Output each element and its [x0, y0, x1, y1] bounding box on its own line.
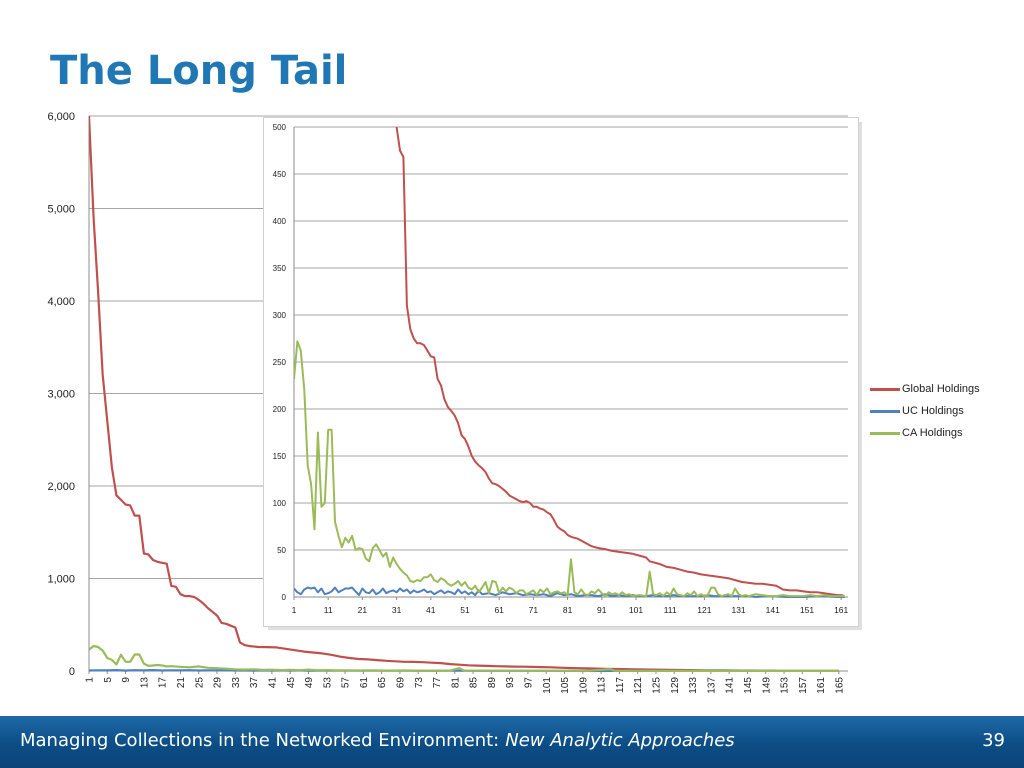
x-tick-label: 125: [652, 677, 663, 694]
inset-chart-panel: 0 50 100 150 200 250 300 350 400 450 500 1 11 21 31 41 5…: [263, 117, 859, 627]
x-tick-label: 9: [121, 677, 132, 683]
y-tick-label: 300: [273, 311, 287, 320]
legend-label-uc: UC Holdings: [902, 405, 964, 417]
y-tick-label: 0: [69, 666, 75, 678]
y-tick-label: 250: [273, 358, 287, 367]
y-tick-label: 4,000: [47, 296, 75, 308]
x-tick-label: 101: [629, 605, 643, 615]
y-tick-label: 150: [273, 452, 287, 461]
x-tick-label: 105: [560, 677, 571, 694]
x-tick-label: 137: [706, 677, 717, 694]
x-tick-label: 31: [392, 605, 402, 615]
y-tick-label: 5,000: [47, 203, 75, 215]
x-tick-label: 13: [139, 677, 150, 689]
x-tick-label: 21: [176, 677, 187, 689]
x-tick-label: 65: [377, 677, 388, 689]
footer-bar: Managing Collections in the Networked En…: [0, 716, 1024, 768]
y-tick-label: 3,000: [47, 388, 75, 400]
x-tick-label: 1: [292, 605, 297, 615]
legend-swatch-ca: [870, 431, 900, 435]
page-number: 39: [982, 730, 1005, 751]
x-tick-label: 151: [800, 605, 814, 615]
y-tick-label: 100: [273, 499, 287, 508]
legend-swatch-uc: [870, 409, 900, 413]
y-tick-label: 1,000: [47, 573, 75, 585]
legend-item-uc: UC Holdings: [870, 400, 980, 422]
x-tick-label: 85: [469, 677, 480, 689]
legend-item-global: Global Holdings: [870, 378, 980, 400]
x-tick-label: 101: [542, 677, 553, 694]
x-tick-label: 141: [766, 605, 780, 615]
y-tick-label: 350: [273, 264, 287, 273]
legend-item-ca: CA Holdings: [870, 422, 980, 444]
y-tick-label: 200: [273, 405, 287, 414]
x-tick-label: 71: [529, 605, 539, 615]
x-tick-label: 149: [761, 677, 772, 694]
x-tick-label: 11: [324, 605, 333, 615]
x-tick-label: 21: [358, 605, 368, 615]
x-tick-label: 131: [731, 605, 745, 615]
x-tick-label: 1: [85, 677, 96, 683]
x-tick-label: 161: [834, 605, 848, 615]
footer-title: Managing Collections in the Networked En…: [20, 730, 500, 751]
x-tick-label: 33: [231, 677, 242, 689]
x-tick-label: 153: [780, 677, 791, 694]
legend-label-ca: CA Holdings: [902, 427, 963, 439]
x-tick-label: 51: [460, 605, 470, 615]
x-tick-label: 73: [414, 677, 425, 689]
x-tick-label: 49: [304, 677, 315, 689]
x-tick-label: 91: [597, 605, 607, 615]
x-tick-label: 133: [688, 677, 699, 694]
x-tick-label: 17: [158, 677, 169, 689]
x-tick-label: 117: [615, 677, 626, 693]
x-tick-label: 81: [450, 677, 461, 689]
x-tick-label: 37: [249, 677, 260, 689]
x-tick-label: 165: [834, 677, 845, 694]
footer-text: Managing Collections in the Networked En…: [20, 730, 735, 751]
x-tick-label: 93: [505, 677, 516, 689]
y-tick-label: 500: [273, 123, 287, 132]
y-tick-label: 400: [273, 217, 287, 226]
inset-legend: Global Holdings UC Holdings CA Holdings: [870, 378, 980, 444]
slide-title: The Long Tail: [50, 48, 348, 94]
x-tick-label: 141: [725, 677, 736, 694]
x-tick-label: 25: [194, 677, 205, 689]
series-line-ca-holdings: [294, 340, 845, 598]
x-tick-label: 121: [633, 677, 644, 694]
x-tick-label: 61: [359, 677, 370, 689]
series-line-ca-holdings: [89, 644, 839, 672]
x-tick-label: 29: [213, 677, 224, 689]
x-tick-label: 161: [816, 677, 827, 694]
x-tick-label: 111: [664, 605, 677, 615]
x-tick-label: 77: [432, 677, 443, 689]
x-tick-label: 97: [524, 677, 535, 689]
x-tick-label: 89: [487, 677, 498, 689]
x-tick-label: 45: [286, 677, 297, 689]
x-tick-label: 121: [697, 605, 711, 615]
y-tick-label: 6,000: [47, 111, 75, 123]
legend-label-global: Global Holdings: [902, 383, 980, 395]
legend-swatch-global: [870, 387, 900, 391]
y-tick-label: 2,000: [47, 481, 75, 493]
x-tick-label: 53: [322, 677, 333, 689]
x-tick-label: 5: [103, 677, 114, 683]
series-line-global-holdings: [395, 126, 845, 598]
footer-subtitle: New Analytic Approaches: [505, 730, 735, 751]
y-tick-label: 50: [277, 546, 286, 555]
main-chart: 0 1,000 2,000 3,000 4,000 5,000 6,000 1 5 9 13 17 21…: [47, 111, 848, 694]
y-tick-label: 0: [282, 593, 287, 602]
x-tick-label: 41: [426, 605, 436, 615]
x-tick-label: 145: [743, 677, 754, 694]
y-tick-label: 450: [273, 170, 287, 179]
x-tick-label: 129: [670, 677, 681, 694]
x-tick-label: 61: [494, 605, 504, 615]
x-tick-label: 113: [597, 677, 608, 693]
x-tick-label: 69: [395, 677, 406, 689]
x-tick-label: 109: [578, 677, 589, 694]
x-tick-label: 57: [341, 677, 352, 689]
x-tick-label: 157: [798, 677, 809, 694]
x-tick-label: 41: [267, 677, 278, 689]
x-tick-label: 81: [563, 605, 573, 615]
